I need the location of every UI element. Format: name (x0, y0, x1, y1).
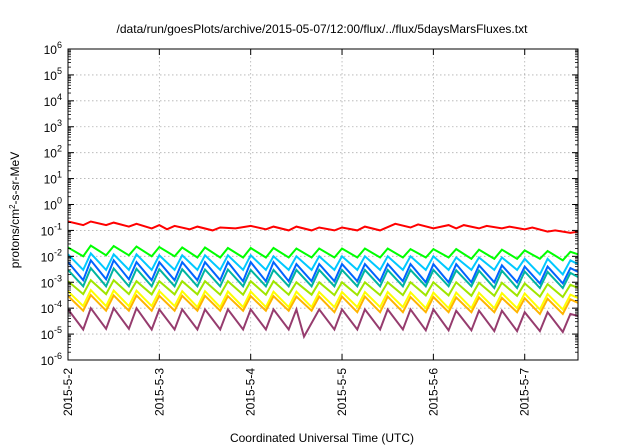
series-line-5 (68, 266, 578, 290)
y-axis-label-pre: protons/cm (8, 209, 22, 268)
series-line-6 (68, 278, 578, 299)
chart-title: /data/run/goesPlots/archive/2015-05-07/1… (117, 22, 529, 36)
x-tick-label: 2015-5-4 (244, 368, 258, 416)
y-tick-exponent: 4 (57, 92, 62, 102)
x-axis-label: Coordinated Universal Time (UTC) (230, 431, 414, 445)
series-line-3 (68, 251, 578, 277)
series-line-8 (68, 293, 578, 316)
x-tick-label: 2015-5-5 (335, 368, 349, 416)
y-tick-label: 10-5 (41, 325, 62, 342)
y-tick-label: 106 (44, 40, 62, 57)
y-tick-exponent: -2 (54, 247, 62, 257)
y-tick-exponent: 1 (57, 170, 62, 180)
x-tick-label: 2015-5-3 (152, 368, 166, 416)
y-tick-exponent: -6 (54, 351, 62, 361)
y-tick-mantissa: 10 (41, 302, 55, 316)
series-line-4 (68, 258, 578, 286)
series-line-7 (68, 288, 578, 312)
y-tick-label: 104 (44, 92, 62, 109)
y-axis-label-sup: 2 (8, 204, 17, 209)
y-tick-exponent: 6 (57, 40, 62, 50)
y-tick-label: 10-2 (41, 247, 62, 264)
y-tick-mantissa: 10 (44, 147, 58, 161)
x-tick-label: 2015-5-2 (61, 368, 75, 416)
y-tick-exponent: -5 (54, 325, 62, 335)
y-tick-mantissa: 10 (44, 173, 58, 187)
y-tick-mantissa: 10 (41, 250, 55, 264)
y-tick-exponent: -3 (54, 273, 62, 283)
y-tick-mantissa: 10 (44, 199, 58, 213)
y-axis-label-post: -s-sr-MeV (8, 152, 22, 205)
y-tick-exponent: 3 (57, 118, 62, 128)
y-tick-mantissa: 10 (44, 69, 58, 83)
y-tick-label: 101 (44, 170, 62, 187)
y-tick-mantissa: 10 (41, 328, 55, 342)
y-tick-exponent: -1 (54, 221, 62, 231)
y-tick-label: 105 (44, 66, 62, 83)
y-tick-label: 10-4 (41, 299, 62, 316)
y-tick-exponent: 5 (57, 66, 62, 76)
series-lines (68, 220, 578, 340)
y-tick-mantissa: 10 (44, 95, 58, 109)
y-tick-label: 100 (44, 196, 62, 213)
x-tick-label: 2015-5-7 (518, 368, 532, 416)
y-tick-exponent: 2 (57, 144, 62, 154)
y-tick-mantissa: 10 (44, 121, 58, 135)
y-tick-label: 10-6 (41, 351, 62, 368)
y-tick-mantissa: 10 (44, 43, 58, 57)
series-line-9 (68, 306, 578, 340)
y-tick-label: 103 (44, 118, 62, 135)
axes: 10-610-510-410-310-210-11001011021031041… (41, 40, 579, 416)
y-tick-exponent: -4 (54, 299, 62, 309)
series-line-2 (68, 244, 578, 262)
y-tick-mantissa: 10 (41, 224, 55, 238)
y-tick-label: 102 (44, 144, 62, 161)
y-tick-mantissa: 10 (41, 276, 55, 290)
y-tick-exponent: 0 (57, 196, 62, 206)
plot-frame (67, 48, 579, 361)
y-tick-label: 10-1 (41, 221, 62, 238)
y-axis-label: protons/cm2-s-sr-MeV (8, 152, 23, 268)
y-tick-label: 10-3 (41, 273, 62, 290)
x-tick-label: 2015-5-6 (426, 368, 440, 416)
y-tick-mantissa: 10 (41, 354, 55, 368)
series-line-1 (68, 220, 578, 234)
